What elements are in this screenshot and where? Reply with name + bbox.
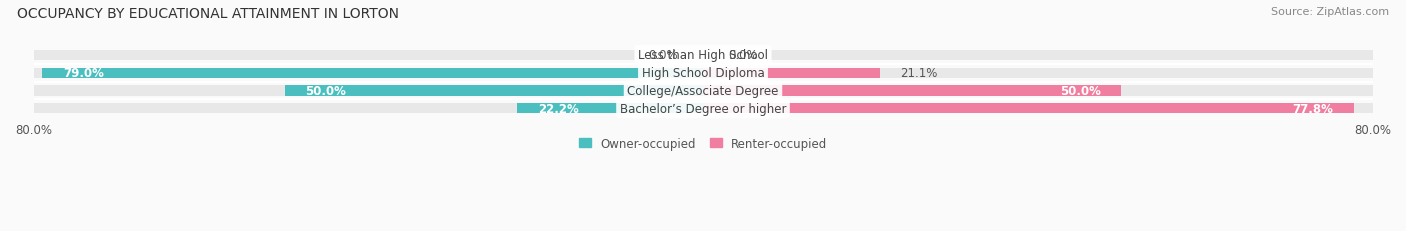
Text: 22.2%: 22.2%: [538, 102, 579, 115]
Bar: [703, 68, 1372, 79]
Text: Source: ZipAtlas.com: Source: ZipAtlas.com: [1271, 7, 1389, 17]
Text: OCCUPANCY BY EDUCATIONAL ATTAINMENT IN LORTON: OCCUPANCY BY EDUCATIONAL ATTAINMENT IN L…: [17, 7, 399, 21]
Bar: [42, 68, 703, 79]
Text: 50.0%: 50.0%: [1060, 85, 1101, 97]
Bar: [34, 104, 703, 114]
Text: 0.0%: 0.0%: [648, 49, 678, 62]
Bar: [703, 104, 1354, 114]
Bar: [284, 86, 703, 96]
Bar: [34, 86, 703, 96]
Bar: [34, 50, 703, 61]
Bar: [703, 86, 1122, 96]
Text: Bachelor’s Degree or higher: Bachelor’s Degree or higher: [620, 102, 786, 115]
Text: College/Associate Degree: College/Associate Degree: [627, 85, 779, 97]
Text: Less than High School: Less than High School: [638, 49, 768, 62]
Bar: [34, 68, 703, 79]
Text: High School Diploma: High School Diploma: [641, 67, 765, 80]
Text: 77.8%: 77.8%: [1292, 102, 1333, 115]
Text: 21.1%: 21.1%: [900, 67, 938, 80]
Text: 0.0%: 0.0%: [728, 49, 758, 62]
Bar: [703, 104, 1372, 114]
Bar: [703, 50, 1372, 61]
Bar: [517, 104, 703, 114]
Legend: Owner-occupied, Renter-occupied: Owner-occupied, Renter-occupied: [574, 132, 832, 155]
Bar: [703, 86, 1372, 96]
Text: 79.0%: 79.0%: [63, 67, 104, 80]
Bar: [703, 68, 880, 79]
Text: 50.0%: 50.0%: [305, 85, 346, 97]
